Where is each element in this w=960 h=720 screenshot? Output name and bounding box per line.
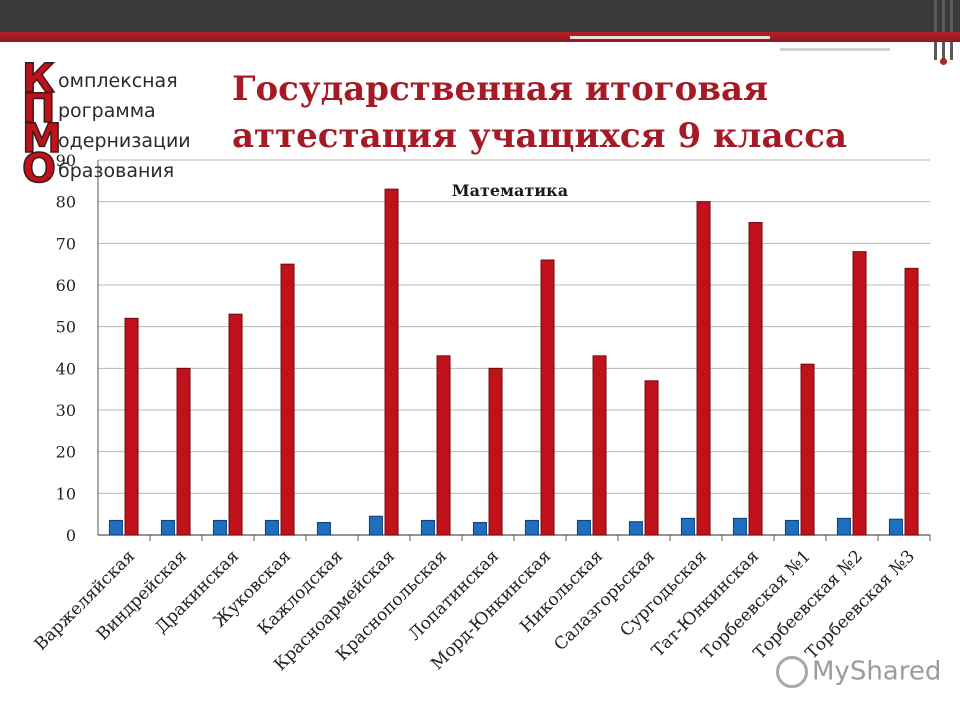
logo-word: бразования <box>58 160 175 182</box>
logo-letter: К <box>21 56 55 102</box>
bar-red <box>124 317 139 536</box>
bar-red <box>904 267 919 536</box>
bar-blue <box>836 517 851 536</box>
bar-red <box>644 380 659 536</box>
decor-line <box>570 36 770 39</box>
bar-blue <box>576 519 591 536</box>
accent-dot <box>940 58 947 65</box>
logo-word: одернизации <box>58 130 191 152</box>
bar-red <box>592 355 607 536</box>
decor-stripe <box>950 0 953 60</box>
bar-blue <box>732 517 747 536</box>
logo-letter: О <box>21 146 57 192</box>
accent-line <box>0 32 960 42</box>
bar-red <box>176 367 191 536</box>
bar-red <box>696 201 711 536</box>
logo: К П М О омплексная рограмма одернизации … <box>18 56 228 192</box>
bar-red <box>800 363 815 536</box>
watermark: MyShared <box>776 656 941 688</box>
bar-blue <box>680 517 695 536</box>
slide-title: Государственная итоговая аттестация учащ… <box>232 69 847 156</box>
bar-red <box>488 367 503 536</box>
y-tick-label: 70 <box>56 234 76 253</box>
bar-red <box>748 222 763 536</box>
y-tick-label: 90 <box>56 151 76 170</box>
bar-red <box>280 263 295 536</box>
bar-red <box>384 188 399 536</box>
bar-red <box>436 355 451 536</box>
logo-word: рограмма <box>58 100 156 122</box>
bar-blue <box>524 519 539 536</box>
bar-blue <box>628 521 643 536</box>
bar-blue <box>784 519 799 536</box>
bar-blue <box>472 522 487 536</box>
chart-title: Математика <box>452 181 568 200</box>
x-tick-label: Виндрейская <box>93 546 191 644</box>
watermark-logo-icon <box>776 656 808 688</box>
logo-word: омплексная <box>58 70 178 92</box>
bar-blue <box>420 519 435 536</box>
bar-blue <box>316 522 331 536</box>
y-tick-label: 40 <box>56 359 76 378</box>
bar-red <box>540 259 555 536</box>
y-tick-label: 80 <box>56 193 76 212</box>
y-tick-label: 50 <box>56 318 76 337</box>
decor-stripe <box>934 0 937 60</box>
y-tick-label: 10 <box>56 484 76 503</box>
bar-blue <box>108 519 123 536</box>
bar-red <box>228 313 243 536</box>
bar-blue <box>160 519 175 536</box>
decor-stripe <box>942 0 945 60</box>
bar-blue <box>212 519 227 536</box>
y-tick-label: 20 <box>56 443 76 462</box>
watermark-text: MyShared <box>812 656 942 687</box>
bar-blue <box>264 519 279 536</box>
y-tick-label: 30 <box>56 401 76 420</box>
bar-blue <box>368 515 383 536</box>
x-tick-label: Лопатинская <box>405 546 503 644</box>
logo-letter: П <box>21 86 56 132</box>
top-bar <box>0 0 960 32</box>
bar-red <box>852 251 867 536</box>
y-tick-label: 0 <box>66 526 76 545</box>
decor-line <box>780 48 890 51</box>
logo-letter: М <box>21 116 62 162</box>
y-tick-label: 60 <box>56 276 76 295</box>
bar-blue <box>888 518 903 536</box>
